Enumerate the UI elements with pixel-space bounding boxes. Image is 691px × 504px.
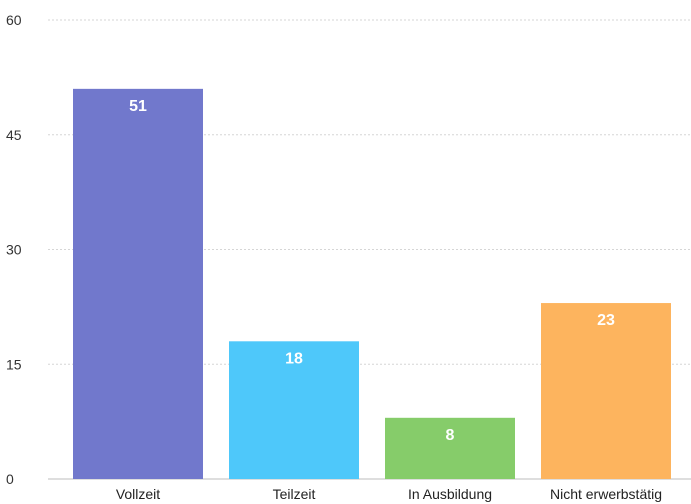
y-axis-ticks: 0 15 30 45 60 [6, 12, 22, 487]
bar-nicht-erwerbstätig [541, 303, 671, 479]
x-tick-label: Teilzeit [273, 486, 316, 502]
bar-vollzeit [73, 88, 203, 479]
y-tick-label: 30 [6, 242, 22, 258]
y-tick-label: 60 [6, 12, 22, 28]
bars [73, 88, 671, 479]
x-tick-label: Nicht erwerbstätig [550, 486, 662, 502]
y-tick-label: 45 [6, 127, 22, 143]
y-tick-label: 15 [6, 356, 22, 372]
bar-value-label: 23 [597, 312, 615, 329]
x-tick-label: Vollzeit [116, 486, 160, 502]
bar-in-ausbildung [385, 417, 515, 479]
bar-value-label: 51 [129, 98, 147, 115]
bar-value-label: 8 [446, 427, 455, 444]
x-tick-label: In Ausbildung [408, 486, 492, 502]
value-labels: 51 18 8 23 [129, 98, 615, 444]
y-tick-label: 0 [6, 471, 14, 487]
bar-value-label: 18 [285, 350, 303, 367]
bar-teilzeit [229, 341, 359, 479]
x-axis-labels: Vollzeit Teilzeit In Ausbildung Nicht erwer… [116, 486, 662, 502]
